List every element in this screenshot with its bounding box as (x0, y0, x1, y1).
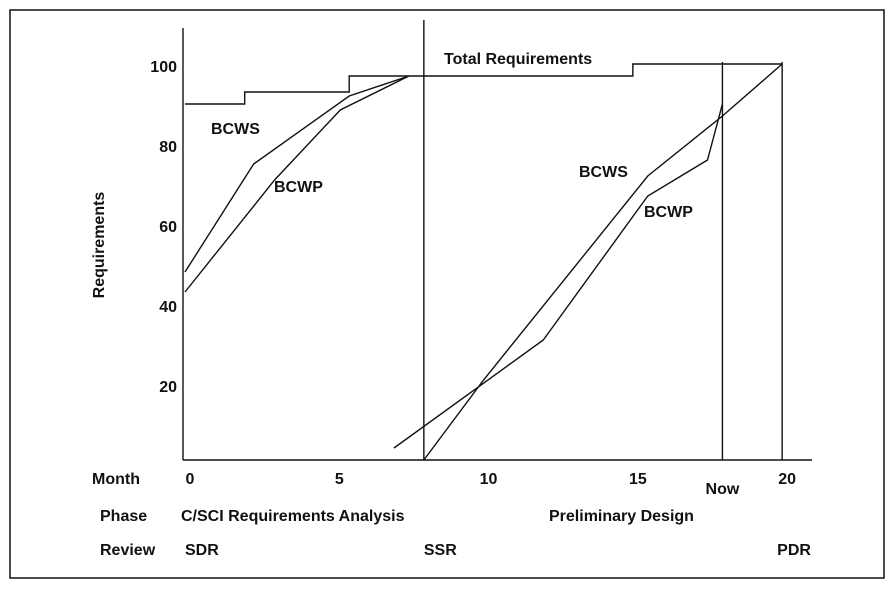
y-tick-label: 40 (159, 299, 177, 316)
series-line (184, 63, 783, 105)
series-line (184, 75, 724, 449)
row-label: Month (92, 471, 140, 488)
series-line (184, 63, 783, 461)
x-tick-label: 10 (480, 471, 498, 488)
y-tick-label: 80 (159, 139, 177, 156)
row-label: Review (100, 542, 156, 559)
y-tick-label: 100 (150, 59, 177, 76)
series-label: Total Requirements (444, 51, 592, 68)
x-tick-label: 15 (629, 471, 647, 488)
y-tick-label: 60 (159, 219, 177, 236)
x-tick-label: 20 (778, 471, 796, 488)
row-label: Phase (100, 508, 147, 525)
phase-label: C/SCI Requirements Analysis (181, 508, 405, 525)
review-label: SDR (185, 542, 219, 559)
annotation: BCWS (579, 164, 628, 181)
annotation: BCWP (644, 204, 693, 221)
now-label: Now (706, 481, 740, 498)
phase-label: Preliminary Design (549, 508, 694, 525)
y-tick-label: 20 (159, 379, 177, 396)
y-axis-label: Requirements (91, 192, 108, 299)
x-tick-label: 5 (335, 471, 344, 488)
x-tick-label: 0 (186, 471, 195, 488)
annotation: BCWS (211, 121, 260, 138)
review-label: PDR (777, 542, 811, 559)
annotation: BCWP (274, 179, 323, 196)
review-label: SSR (424, 542, 457, 559)
frame (9, 9, 885, 579)
